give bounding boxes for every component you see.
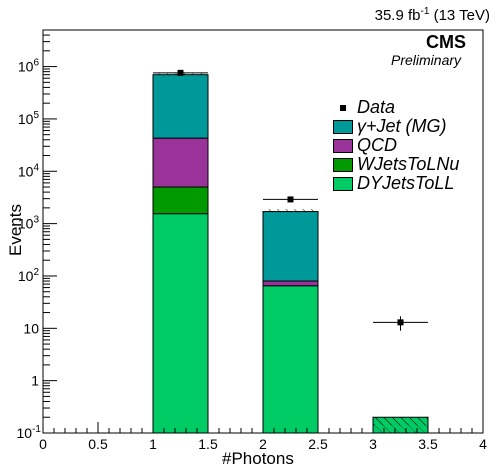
x-tick-label: 2 <box>259 436 267 452</box>
legend: Data γ+Jet (MG) QCD WJetsToLNu DYJetsToL… <box>333 97 483 193</box>
legend-entry-gamma-jet: γ+Jet (MG) <box>333 116 483 136</box>
legend-label: QCD <box>357 135 397 155</box>
legend-entry-wjets: WJetsToLNu <box>333 154 483 174</box>
y-tick-label: 104 <box>18 162 40 179</box>
y-tick-label: 103 <box>18 215 40 232</box>
data-point <box>397 319 404 326</box>
stacked-bars <box>152 74 319 434</box>
y-tick-label: 1 <box>31 373 39 389</box>
y-axis-label: Events <box>6 204 25 256</box>
x-tick-label: 3 <box>369 436 377 452</box>
luminosity-label: 35.9 fb-1 (13 TeV) <box>374 6 490 24</box>
x-tick-label: 2.5 <box>308 436 328 452</box>
bar-segment-jetmg <box>152 74 209 139</box>
data-points <box>153 69 428 331</box>
bar-segment-dyjetstoll <box>152 213 209 434</box>
bar-segment-qcd <box>152 137 209 188</box>
legend-label: Data <box>357 97 396 117</box>
legend-label: DYJetsToLL <box>357 173 455 193</box>
legend-swatch <box>333 176 353 191</box>
bar-segment-wjetstolnu <box>152 186 209 215</box>
legend-label: γ+Jet (MG) <box>357 116 447 136</box>
x-tick-label: 3.5 <box>418 436 438 452</box>
x-axis-ticks: 0 0.5 1 1.5 2 2.5 3 3.5 4 <box>39 422 487 452</box>
y-tick-label: 106 <box>18 58 40 75</box>
uncertainty-hatch <box>263 209 318 213</box>
legend-entry-data: Data <box>333 97 483 117</box>
y-axis-ticks: 10-1 1 10 102 103 104 105 106 <box>17 29 57 441</box>
y-tick-label: 10-1 <box>17 424 42 441</box>
status-label: Preliminary <box>391 52 462 68</box>
legend-entry-qcd: QCD <box>333 135 483 155</box>
legend-swatch <box>333 119 353 134</box>
data-point <box>177 69 184 76</box>
x-tick-label: 4 <box>479 436 487 452</box>
legend-swatch <box>333 157 353 172</box>
data-point <box>287 196 294 203</box>
y-tick-label: 10 <box>23 320 39 336</box>
bar-segment-qcd <box>262 280 319 287</box>
data-marker-icon <box>333 101 353 115</box>
x-tick-label: 0 <box>39 436 47 452</box>
x-axis-label: #Photons <box>222 449 294 468</box>
experiment-label: CMS <box>426 32 466 52</box>
y-tick-label: 105 <box>18 110 40 127</box>
bar-segment-jetmg <box>262 211 319 282</box>
bar-segment-dyjetstoll <box>262 285 319 434</box>
x-tick-label: 0.5 <box>88 436 108 452</box>
legend-swatch <box>333 138 353 153</box>
y-tick-label: 102 <box>18 267 40 284</box>
legend-label: WJetsToLNu <box>357 154 460 174</box>
legend-entry-dyjets: DYJetsToLL <box>333 173 483 193</box>
x-tick-label: 1 <box>149 436 157 452</box>
x-tick-label: 1.5 <box>198 436 218 452</box>
uncertainty-hatch <box>373 417 428 426</box>
